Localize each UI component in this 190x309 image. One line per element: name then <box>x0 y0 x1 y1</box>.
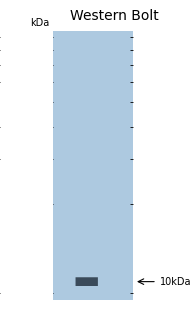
FancyBboxPatch shape <box>76 277 98 286</box>
Text: 10kDa: 10kDa <box>160 277 190 287</box>
Text: Western Bolt: Western Bolt <box>70 9 158 23</box>
Text: kDa: kDa <box>30 18 49 28</box>
